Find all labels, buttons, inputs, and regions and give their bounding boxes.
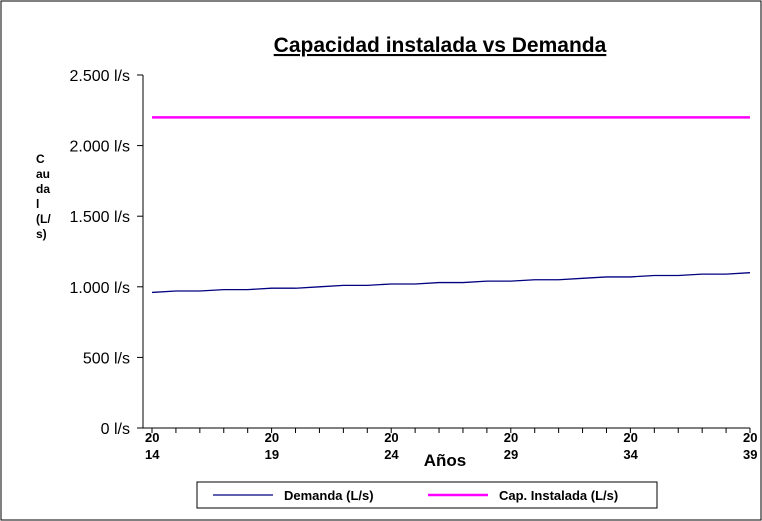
y-tick-label: 500 l/s xyxy=(83,350,130,367)
chart-title: Capacidad instalada vs Demanda xyxy=(274,34,607,57)
x-tick-label: 2029 xyxy=(503,430,519,462)
x-tick-label: 2019 xyxy=(264,430,280,462)
x-tick-label: 2034 xyxy=(623,430,638,462)
x-tick-label: 2024 xyxy=(384,430,399,462)
y-tick-label: 0 l/s xyxy=(101,421,130,438)
y-tick-label: 2.500 l/s xyxy=(70,68,130,85)
legend-label: Demanda (L/s) xyxy=(284,488,374,503)
y-axis-title: Caudal (L/s) xyxy=(36,152,51,241)
legend-label: Cap. Instalada (L/s) xyxy=(499,488,618,503)
y-tick-label: 2.000 l/s xyxy=(70,139,130,156)
x-tick-label: 2039 xyxy=(743,430,758,462)
y-tick-label: 1.000 l/s xyxy=(70,280,130,297)
x-tick-label: 2014 xyxy=(145,430,160,462)
legend-box xyxy=(196,481,658,509)
y-tick-label: 1.500 l/s xyxy=(70,209,130,226)
x-axis-title: Años xyxy=(424,451,467,470)
series-line xyxy=(151,272,751,294)
